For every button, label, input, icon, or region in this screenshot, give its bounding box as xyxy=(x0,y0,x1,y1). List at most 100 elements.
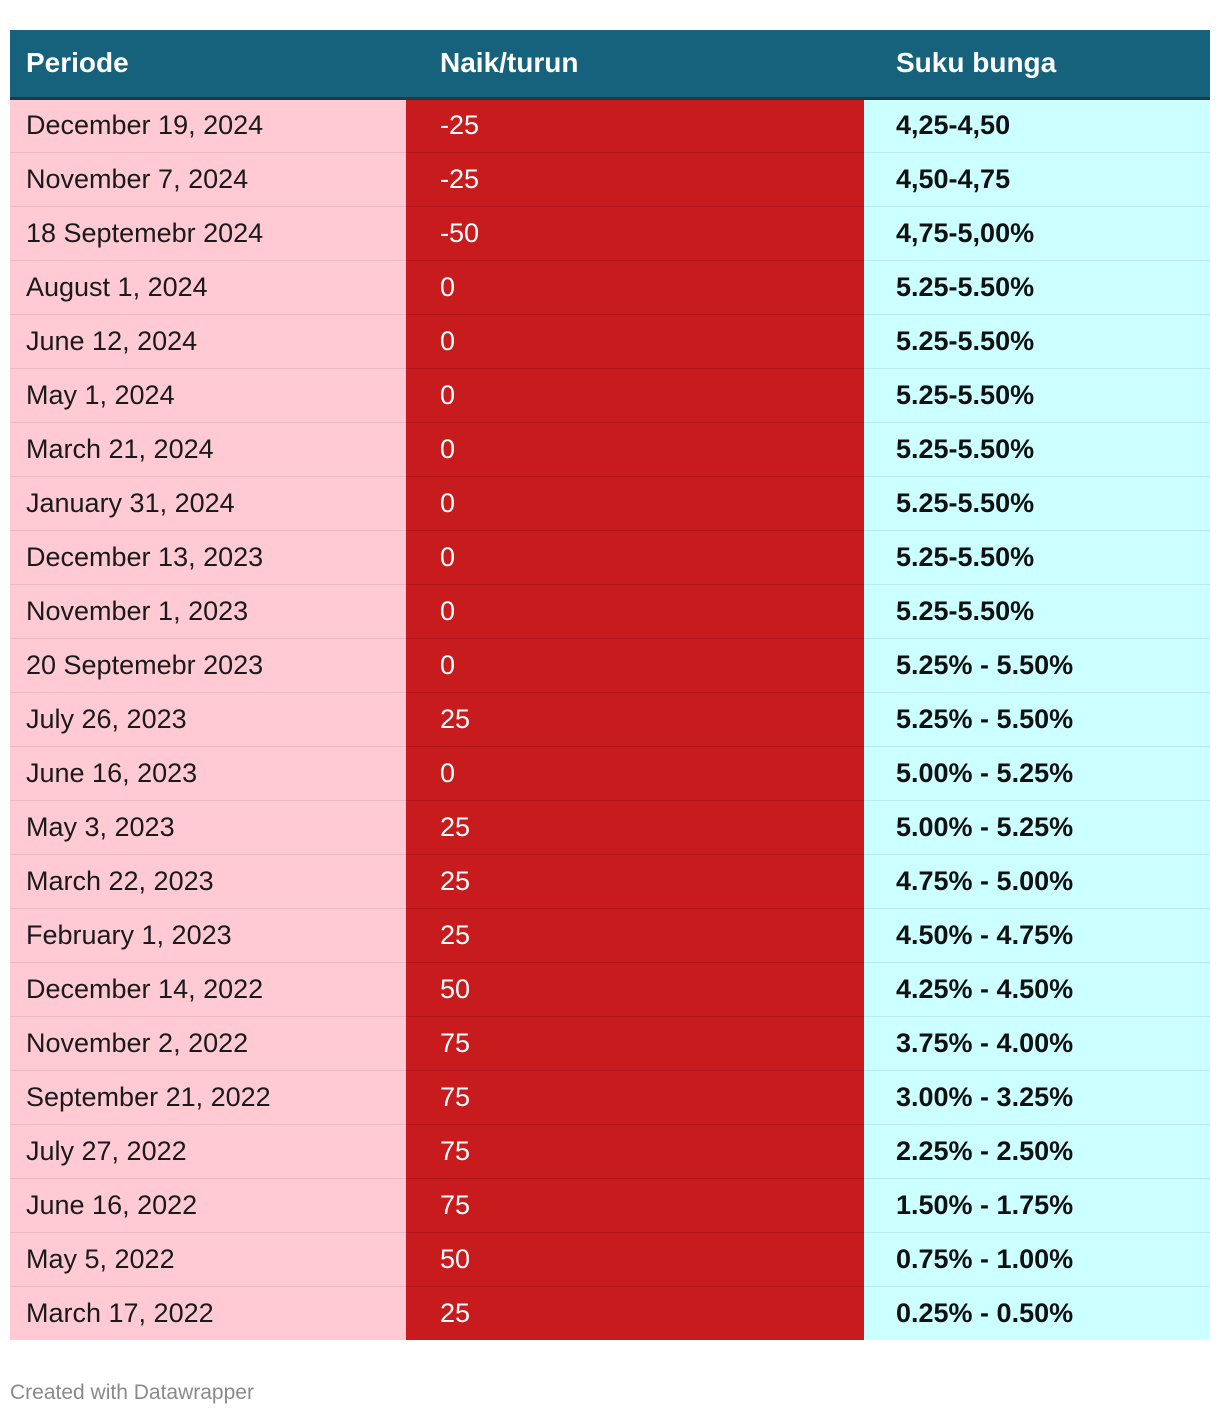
table-row: September 21, 2022 75 3.00% - 3.25% xyxy=(10,1070,1210,1125)
cell-suku-bunga: 4.25% - 4.50% xyxy=(864,962,1210,1017)
cell-periode: March 21, 2024 xyxy=(10,422,406,477)
cell-periode: January 31, 2024 xyxy=(10,476,406,531)
cell-suku-bunga: 3.00% - 3.25% xyxy=(864,1070,1210,1125)
table-row: July 26, 2023 25 5.25% - 5.50% xyxy=(10,692,1210,747)
cell-naik-turun: 75 xyxy=(406,1178,864,1233)
cell-periode: December 19, 2024 xyxy=(10,98,406,153)
table-row: May 3, 2023 25 5.00% - 5.25% xyxy=(10,800,1210,855)
table-row: December 19, 2024 -25 4,25-4,50 xyxy=(10,98,1210,153)
cell-suku-bunga: 0.75% - 1.00% xyxy=(864,1232,1210,1287)
cell-periode: May 5, 2022 xyxy=(10,1232,406,1287)
table-row: June 16, 2022 75 1.50% - 1.75% xyxy=(10,1178,1210,1233)
table-row: March 17, 2022 25 0.25% - 0.50% xyxy=(10,1286,1210,1340)
table-row: June 12, 2024 0 5.25-5.50% xyxy=(10,314,1210,369)
cell-suku-bunga: 5.25-5.50% xyxy=(864,314,1210,369)
cell-periode: June 16, 2023 xyxy=(10,746,406,801)
cell-suku-bunga: 0.25% - 0.50% xyxy=(864,1286,1210,1340)
rate-table-container: Periode Naik/turun Suku bunga December 1… xyxy=(10,30,1210,1340)
cell-suku-bunga: 5.25% - 5.50% xyxy=(864,692,1210,747)
cell-naik-turun: 25 xyxy=(406,692,864,747)
table-row: November 7, 2024 -25 4,50-4,75 xyxy=(10,152,1210,207)
cell-periode: August 1, 2024 xyxy=(10,260,406,315)
cell-naik-turun: -50 xyxy=(406,206,864,261)
cell-naik-turun: 75 xyxy=(406,1016,864,1071)
cell-periode: November 2, 2022 xyxy=(10,1016,406,1071)
table-row: March 21, 2024 0 5.25-5.50% xyxy=(10,422,1210,477)
cell-suku-bunga: 4,25-4,50 xyxy=(864,98,1210,153)
cell-naik-turun: 75 xyxy=(406,1124,864,1179)
cell-periode: September 21, 2022 xyxy=(10,1070,406,1125)
cell-naik-turun: 25 xyxy=(406,854,864,909)
cell-periode: 20 Septemebr 2023 xyxy=(10,638,406,693)
cell-naik-turun: 0 xyxy=(406,368,864,423)
table-row: January 31, 2024 0 5.25-5.50% xyxy=(10,476,1210,531)
column-header-suku-bunga[interactable]: Suku bunga xyxy=(864,30,1210,100)
cell-periode: November 1, 2023 xyxy=(10,584,406,639)
cell-suku-bunga: 2.25% - 2.50% xyxy=(864,1124,1210,1179)
table-row: May 1, 2024 0 5.25-5.50% xyxy=(10,368,1210,423)
datawrapper-credit[interactable]: Created with Datawrapper xyxy=(10,1381,254,1404)
table-row: August 1, 2024 0 5.25-5.50% xyxy=(10,260,1210,315)
cell-suku-bunga: 4,75-5,00% xyxy=(864,206,1210,261)
cell-periode: May 1, 2024 xyxy=(10,368,406,423)
cell-periode: November 7, 2024 xyxy=(10,152,406,207)
table-row: July 27, 2022 75 2.25% - 2.50% xyxy=(10,1124,1210,1179)
cell-naik-turun: 0 xyxy=(406,476,864,531)
cell-periode: March 22, 2023 xyxy=(10,854,406,909)
cell-suku-bunga: 5.25-5.50% xyxy=(864,476,1210,531)
cell-periode: February 1, 2023 xyxy=(10,908,406,963)
cell-naik-turun: 0 xyxy=(406,260,864,315)
cell-naik-turun: 50 xyxy=(406,962,864,1017)
cell-naik-turun: 0 xyxy=(406,746,864,801)
table-body: December 19, 2024 -25 4,25-4,50 November 7,… xyxy=(10,98,1210,1340)
table-row: November 2, 2022 75 3.75% - 4.00% xyxy=(10,1016,1210,1071)
table-row: 20 Septemebr 2023 0 5.25% - 5.50% xyxy=(10,638,1210,693)
table-row: June 16, 2023 0 5.00% - 5.25% xyxy=(10,746,1210,801)
cell-periode: July 26, 2023 xyxy=(10,692,406,747)
cell-suku-bunga: 5.25-5.50% xyxy=(864,422,1210,477)
cell-periode: June 16, 2022 xyxy=(10,1178,406,1233)
cell-periode: June 12, 2024 xyxy=(10,314,406,369)
cell-suku-bunga: 5.25-5.50% xyxy=(864,368,1210,423)
rate-table: Periode Naik/turun Suku bunga December 1… xyxy=(10,30,1210,1340)
header-row: Periode Naik/turun Suku bunga xyxy=(10,30,1210,100)
table-row: May 5, 2022 50 0.75% - 1.00% xyxy=(10,1232,1210,1287)
cell-suku-bunga: 5.25-5.50% xyxy=(864,584,1210,639)
column-header-periode[interactable]: Periode xyxy=(10,30,406,100)
cell-suku-bunga: 5.25-5.50% xyxy=(864,530,1210,585)
cell-naik-turun: 25 xyxy=(406,908,864,963)
cell-naik-turun: 25 xyxy=(406,800,864,855)
cell-naik-turun: 0 xyxy=(406,530,864,585)
cell-naik-turun: 75 xyxy=(406,1070,864,1125)
table-row: December 13, 2023 0 5.25-5.50% xyxy=(10,530,1210,585)
cell-suku-bunga: 5.00% - 5.25% xyxy=(864,746,1210,801)
column-header-naik-turun[interactable]: Naik/turun xyxy=(406,30,864,100)
table-row: 18 Septemebr 2024 -50 4,75-5,00% xyxy=(10,206,1210,261)
table-row: November 1, 2023 0 5.25-5.50% xyxy=(10,584,1210,639)
cell-suku-bunga: 3.75% - 4.00% xyxy=(864,1016,1210,1071)
cell-suku-bunga: 5.25% - 5.50% xyxy=(864,638,1210,693)
table-row: March 22, 2023 25 4.75% - 5.00% xyxy=(10,854,1210,909)
cell-periode: July 27, 2022 xyxy=(10,1124,406,1179)
cell-suku-bunga: 5.00% - 5.25% xyxy=(864,800,1210,855)
cell-suku-bunga: 4,50-4,75 xyxy=(864,152,1210,207)
cell-periode: March 17, 2022 xyxy=(10,1286,406,1340)
cell-naik-turun: 0 xyxy=(406,422,864,477)
cell-naik-turun: 0 xyxy=(406,314,864,369)
cell-naik-turun: 50 xyxy=(406,1232,864,1287)
cell-suku-bunga: 4.75% - 5.00% xyxy=(864,854,1210,909)
cell-periode: December 14, 2022 xyxy=(10,962,406,1017)
table-row: December 14, 2022 50 4.25% - 4.50% xyxy=(10,962,1210,1017)
cell-periode: May 3, 2023 xyxy=(10,800,406,855)
table-header: Periode Naik/turun Suku bunga xyxy=(10,30,1210,100)
cell-suku-bunga: 4.50% - 4.75% xyxy=(864,908,1210,963)
cell-naik-turun: -25 xyxy=(406,152,864,207)
cell-suku-bunga: 5.25-5.50% xyxy=(864,260,1210,315)
cell-suku-bunga: 1.50% - 1.75% xyxy=(864,1178,1210,1233)
cell-naik-turun: 0 xyxy=(406,584,864,639)
cell-naik-turun: 25 xyxy=(406,1286,864,1340)
table-row: February 1, 2023 25 4.50% - 4.75% xyxy=(10,908,1210,963)
cell-naik-turun: -25 xyxy=(406,98,864,153)
cell-periode: 18 Septemebr 2024 xyxy=(10,206,406,261)
cell-naik-turun: 0 xyxy=(406,638,864,693)
